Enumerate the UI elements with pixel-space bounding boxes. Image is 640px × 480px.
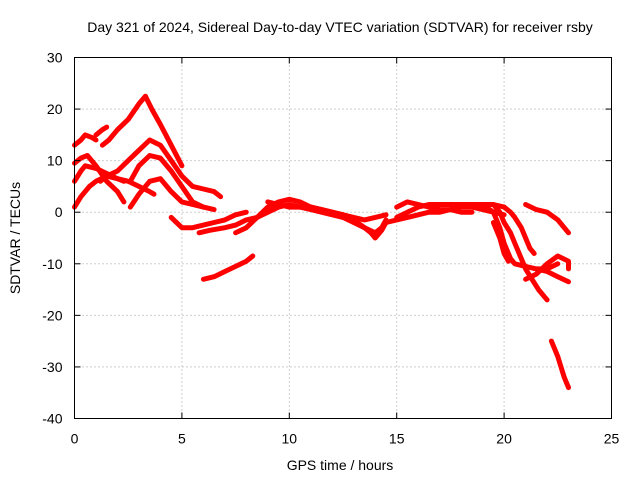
x-tick-label: 5 <box>178 431 186 447</box>
series-arc-6 <box>72 153 127 205</box>
series-arc-1 <box>72 132 99 148</box>
plot-frame <box>74 57 612 419</box>
series-arc-2 <box>93 124 110 138</box>
x-tick-label: 10 <box>282 431 298 447</box>
series-arc-25 <box>533 266 571 285</box>
series-arc-26 <box>523 202 571 236</box>
y-tick-label: -10 <box>42 256 62 272</box>
x-tick-label: 15 <box>389 431 405 447</box>
y-tick-label: 10 <box>47 153 63 169</box>
y-tick-label: 30 <box>47 50 63 66</box>
y-tick-label: 20 <box>47 101 63 117</box>
x-axis-title: GPS time / hours <box>287 457 394 473</box>
chart-title: Day 321 of 2024, Sidereal Day-to-day VTE… <box>87 19 593 35</box>
y-tick-label: -30 <box>42 359 62 375</box>
x-tick-label: 0 <box>71 431 79 447</box>
series-arc-7 <box>72 173 127 210</box>
series-arc-4 <box>99 93 185 169</box>
series-arc-11 <box>196 202 346 236</box>
series-layer <box>72 93 571 391</box>
tick-layer: 0 5 10 15 20 25 -40 -30 -20 -10 0 10 20 30 <box>42 50 619 447</box>
series-arc-27 <box>548 338 571 391</box>
y-tick-label: -20 <box>42 307 62 323</box>
series-arc-13 <box>200 253 256 282</box>
grid-layer <box>74 57 612 419</box>
y-tick-label: 0 <box>55 204 63 220</box>
y-axis-title: SDTVAR / TECUs <box>7 182 23 294</box>
series-arc-16 <box>329 209 389 236</box>
series-arc-21 <box>490 202 550 303</box>
series-arc-22 <box>501 204 537 256</box>
series-arc-10 <box>168 209 249 231</box>
series-arc-3 <box>97 137 224 200</box>
series-arc-9 <box>127 153 206 210</box>
x-tick-label: 25 <box>604 431 620 447</box>
y-tick-label: -40 <box>42 411 62 427</box>
series-arc-24 <box>523 253 571 282</box>
series-arc-19 <box>394 199 475 215</box>
series-arc-23 <box>490 220 511 264</box>
x-tick-label: 20 <box>496 431 512 447</box>
